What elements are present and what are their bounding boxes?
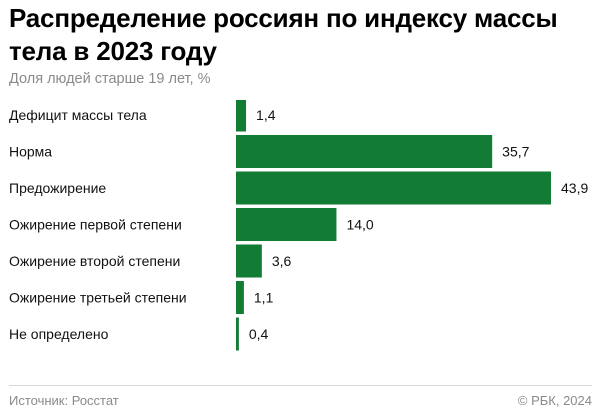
value-label: 0,4 bbox=[249, 326, 269, 342]
value-label: 43,9 bbox=[561, 180, 588, 196]
bar-chart: Дефицит массы тела 1,4 Норма 35,7 Предожирен… bbox=[9, 100, 588, 351]
source-note: Источник: Росстат bbox=[9, 393, 119, 408]
bar bbox=[236, 100, 247, 132]
bar bbox=[236, 244, 262, 278]
copyright-note: © РБК, 2024 bbox=[517, 393, 592, 408]
category-label: Не определено bbox=[9, 326, 109, 342]
value-label: 1,1 bbox=[254, 290, 274, 306]
bar bbox=[236, 171, 551, 205]
category-label: Ожирение второй степени bbox=[9, 253, 180, 269]
bar bbox=[236, 317, 239, 351]
category-label: Ожирение третьей степени bbox=[9, 290, 187, 306]
category-label: Предожирение bbox=[9, 180, 106, 196]
value-label: 14,0 bbox=[346, 217, 373, 233]
category-label: Ожирение первой степени bbox=[9, 217, 182, 233]
footer-divider bbox=[9, 385, 592, 386]
bar bbox=[236, 281, 244, 314]
chart-subtitle: Доля людей старше 19 лет, % bbox=[9, 71, 211, 87]
bar bbox=[236, 135, 493, 168]
category-label: Норма bbox=[9, 144, 52, 160]
bar bbox=[236, 208, 337, 241]
value-label: 35,7 bbox=[502, 144, 529, 160]
category-label: Дефицит массы тела bbox=[9, 107, 147, 123]
chart-title: Распределение россиян по индексу массы т… bbox=[9, 3, 558, 66]
value-label: 3,6 bbox=[272, 253, 292, 269]
value-label: 1,4 bbox=[256, 107, 276, 123]
